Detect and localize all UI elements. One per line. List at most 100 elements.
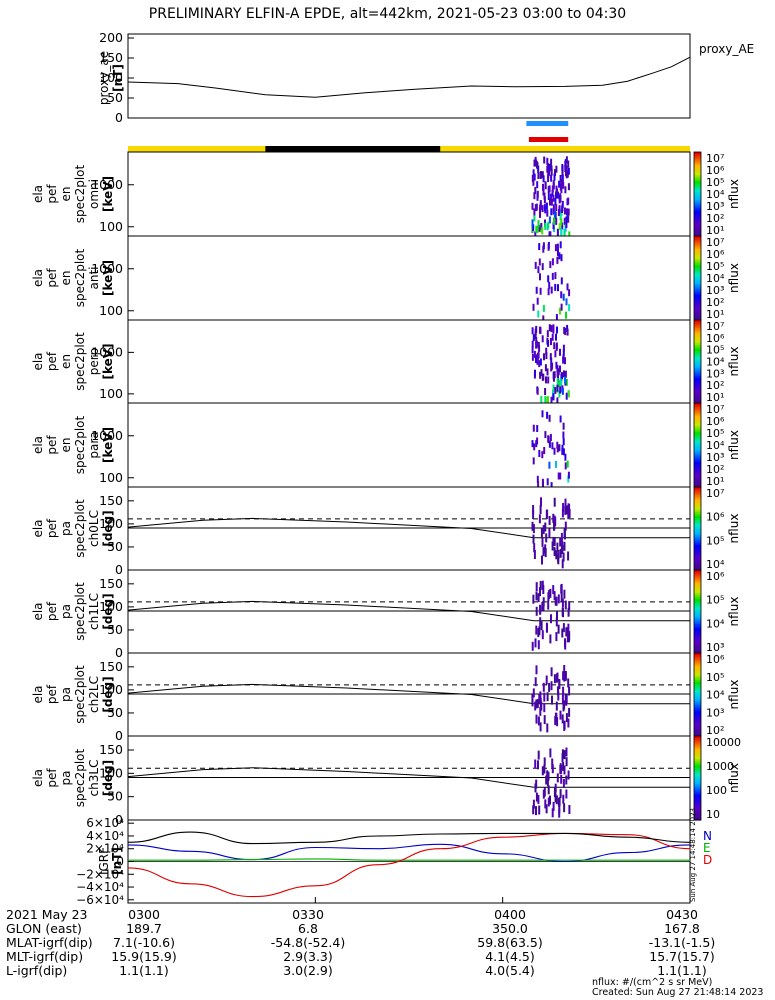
spectrogram-cell bbox=[532, 224, 535, 232]
colorbar-segment bbox=[694, 692, 701, 696]
colorbar-segment bbox=[694, 257, 701, 260]
ytick-label: 100 bbox=[99, 516, 123, 531]
colorbar-segment bbox=[694, 679, 701, 683]
colorbar-segment bbox=[694, 196, 701, 199]
colorbar-segment bbox=[694, 638, 701, 642]
spectrogram-cell bbox=[551, 764, 554, 774]
colorbar-segment bbox=[694, 805, 701, 808]
spectrogram-cell bbox=[550, 364, 553, 372]
colorbar-segment bbox=[694, 344, 701, 348]
spectrogram-cell bbox=[541, 263, 544, 271]
colorbar-tick-label: 10 bbox=[706, 808, 720, 821]
spectrogram-cell bbox=[541, 766, 544, 776]
colorbar-segment bbox=[694, 311, 701, 315]
spectrogram-cell bbox=[563, 750, 566, 760]
spectrogram-cell bbox=[546, 165, 549, 173]
colorbar-segment bbox=[694, 417, 701, 421]
spectrogram-cell bbox=[539, 722, 542, 732]
colorbar-segment bbox=[694, 632, 701, 635]
footer-col-0400: 0400 350.0 59.8(63.5) 4.1(4.5) 4.0(5.4) bbox=[460, 908, 560, 978]
spectrogram-cell bbox=[560, 532, 563, 542]
spectrogram-cell bbox=[555, 460, 557, 468]
spectrogram-cell bbox=[546, 771, 549, 781]
colorbar-segment bbox=[694, 233, 701, 237]
spectrogram-cell bbox=[552, 324, 555, 332]
spectrogram-cell bbox=[535, 325, 538, 333]
colorbar-segment bbox=[694, 290, 701, 294]
spectrogram-cell bbox=[551, 189, 554, 197]
spectrogram-cell bbox=[567, 208, 570, 216]
colorbar-segment bbox=[694, 565, 701, 569]
spectrogram-cell bbox=[549, 353, 552, 361]
colorbar-segment bbox=[694, 588, 701, 592]
colorbar-segment bbox=[694, 338, 701, 342]
colorbar-segment bbox=[694, 461, 701, 465]
colorbar-segment bbox=[694, 715, 701, 718]
colorbar-tick-label: 10¹ bbox=[706, 308, 724, 321]
spectrogram-cell bbox=[565, 789, 568, 799]
spectrogram-cell bbox=[551, 333, 554, 341]
panel-ylabel: ch1LC bbox=[87, 593, 101, 630]
spectrogram-cell bbox=[563, 700, 566, 710]
colorbar-segment bbox=[694, 675, 701, 679]
panel-ylabel: pef bbox=[45, 435, 59, 455]
ytick-label: 1000 bbox=[91, 177, 123, 192]
spectrogram-cell bbox=[532, 169, 535, 177]
colorbar-segment bbox=[694, 694, 701, 698]
shadow-bar bbox=[265, 146, 441, 152]
panel-ylabel: pef bbox=[45, 268, 59, 288]
ytick-label: 1000 bbox=[91, 344, 123, 359]
ytick-label: 150 bbox=[99, 742, 123, 757]
spectrogram-cell bbox=[547, 771, 550, 781]
spectrogram-cell bbox=[554, 716, 557, 726]
spectrogram-cell bbox=[559, 241, 562, 249]
spectrogram-cell bbox=[533, 550, 536, 559]
panel-ylabel: en bbox=[59, 187, 73, 202]
colorbar-segment bbox=[694, 361, 701, 365]
colorbar-segment bbox=[694, 596, 701, 600]
spectrogram-cell bbox=[556, 243, 559, 251]
spectrogram-cell bbox=[568, 509, 571, 518]
colorbar-segment bbox=[694, 601, 701, 604]
ytick-label: 50 bbox=[107, 789, 123, 804]
colorbar-segment bbox=[694, 686, 701, 689]
colorbar-segment bbox=[694, 528, 701, 532]
spectrogram-cell bbox=[537, 628, 540, 638]
spectrogram-cell bbox=[539, 691, 542, 701]
ytick-label: 100 bbox=[99, 765, 123, 780]
spectrogram-cell bbox=[552, 384, 555, 392]
spectrogram-cell bbox=[565, 298, 568, 306]
spectrogram-cell bbox=[559, 710, 562, 720]
ytick-label: 50 bbox=[107, 705, 123, 720]
colorbar-segment bbox=[694, 746, 701, 750]
spectrogram-cell bbox=[567, 510, 570, 520]
spectrogram-cell bbox=[550, 325, 553, 333]
spectrogram-cell bbox=[555, 165, 558, 173]
colorbar-segment bbox=[694, 185, 701, 189]
panel-ylabel: ela bbox=[31, 352, 45, 370]
spectrogram-cell bbox=[547, 275, 550, 283]
spectrogram-cell bbox=[550, 165, 553, 173]
colorbar-tick-label: 10000 bbox=[706, 736, 741, 749]
spectrogram-cell bbox=[564, 672, 567, 681]
spectrogram-cell bbox=[531, 340, 534, 348]
panel-ylabel: pa bbox=[59, 687, 73, 702]
spectrogram-cell bbox=[556, 397, 559, 405]
colorbar-segment bbox=[694, 240, 701, 243]
colorbar-segment bbox=[694, 225, 701, 229]
colorbar-segment bbox=[694, 340, 701, 344]
colorbar-segment bbox=[694, 790, 701, 794]
colorbar-segment bbox=[694, 605, 701, 608]
colorbar-segment bbox=[694, 484, 701, 488]
colorbar-segment bbox=[694, 482, 701, 486]
colorbar-segment bbox=[694, 717, 701, 720]
colorbar-segment bbox=[694, 650, 701, 654]
spectrogram-cell bbox=[543, 353, 545, 361]
spectrogram-cell bbox=[537, 481, 540, 488]
spectrogram-cell bbox=[568, 686, 571, 696]
spectrogram-cell bbox=[535, 440, 538, 448]
spectrogram-cell bbox=[562, 686, 565, 696]
colorbar-tick-label: 10⁶ bbox=[706, 415, 725, 428]
colorbar-segment bbox=[694, 489, 701, 492]
spectrogram-cell bbox=[556, 441, 559, 449]
